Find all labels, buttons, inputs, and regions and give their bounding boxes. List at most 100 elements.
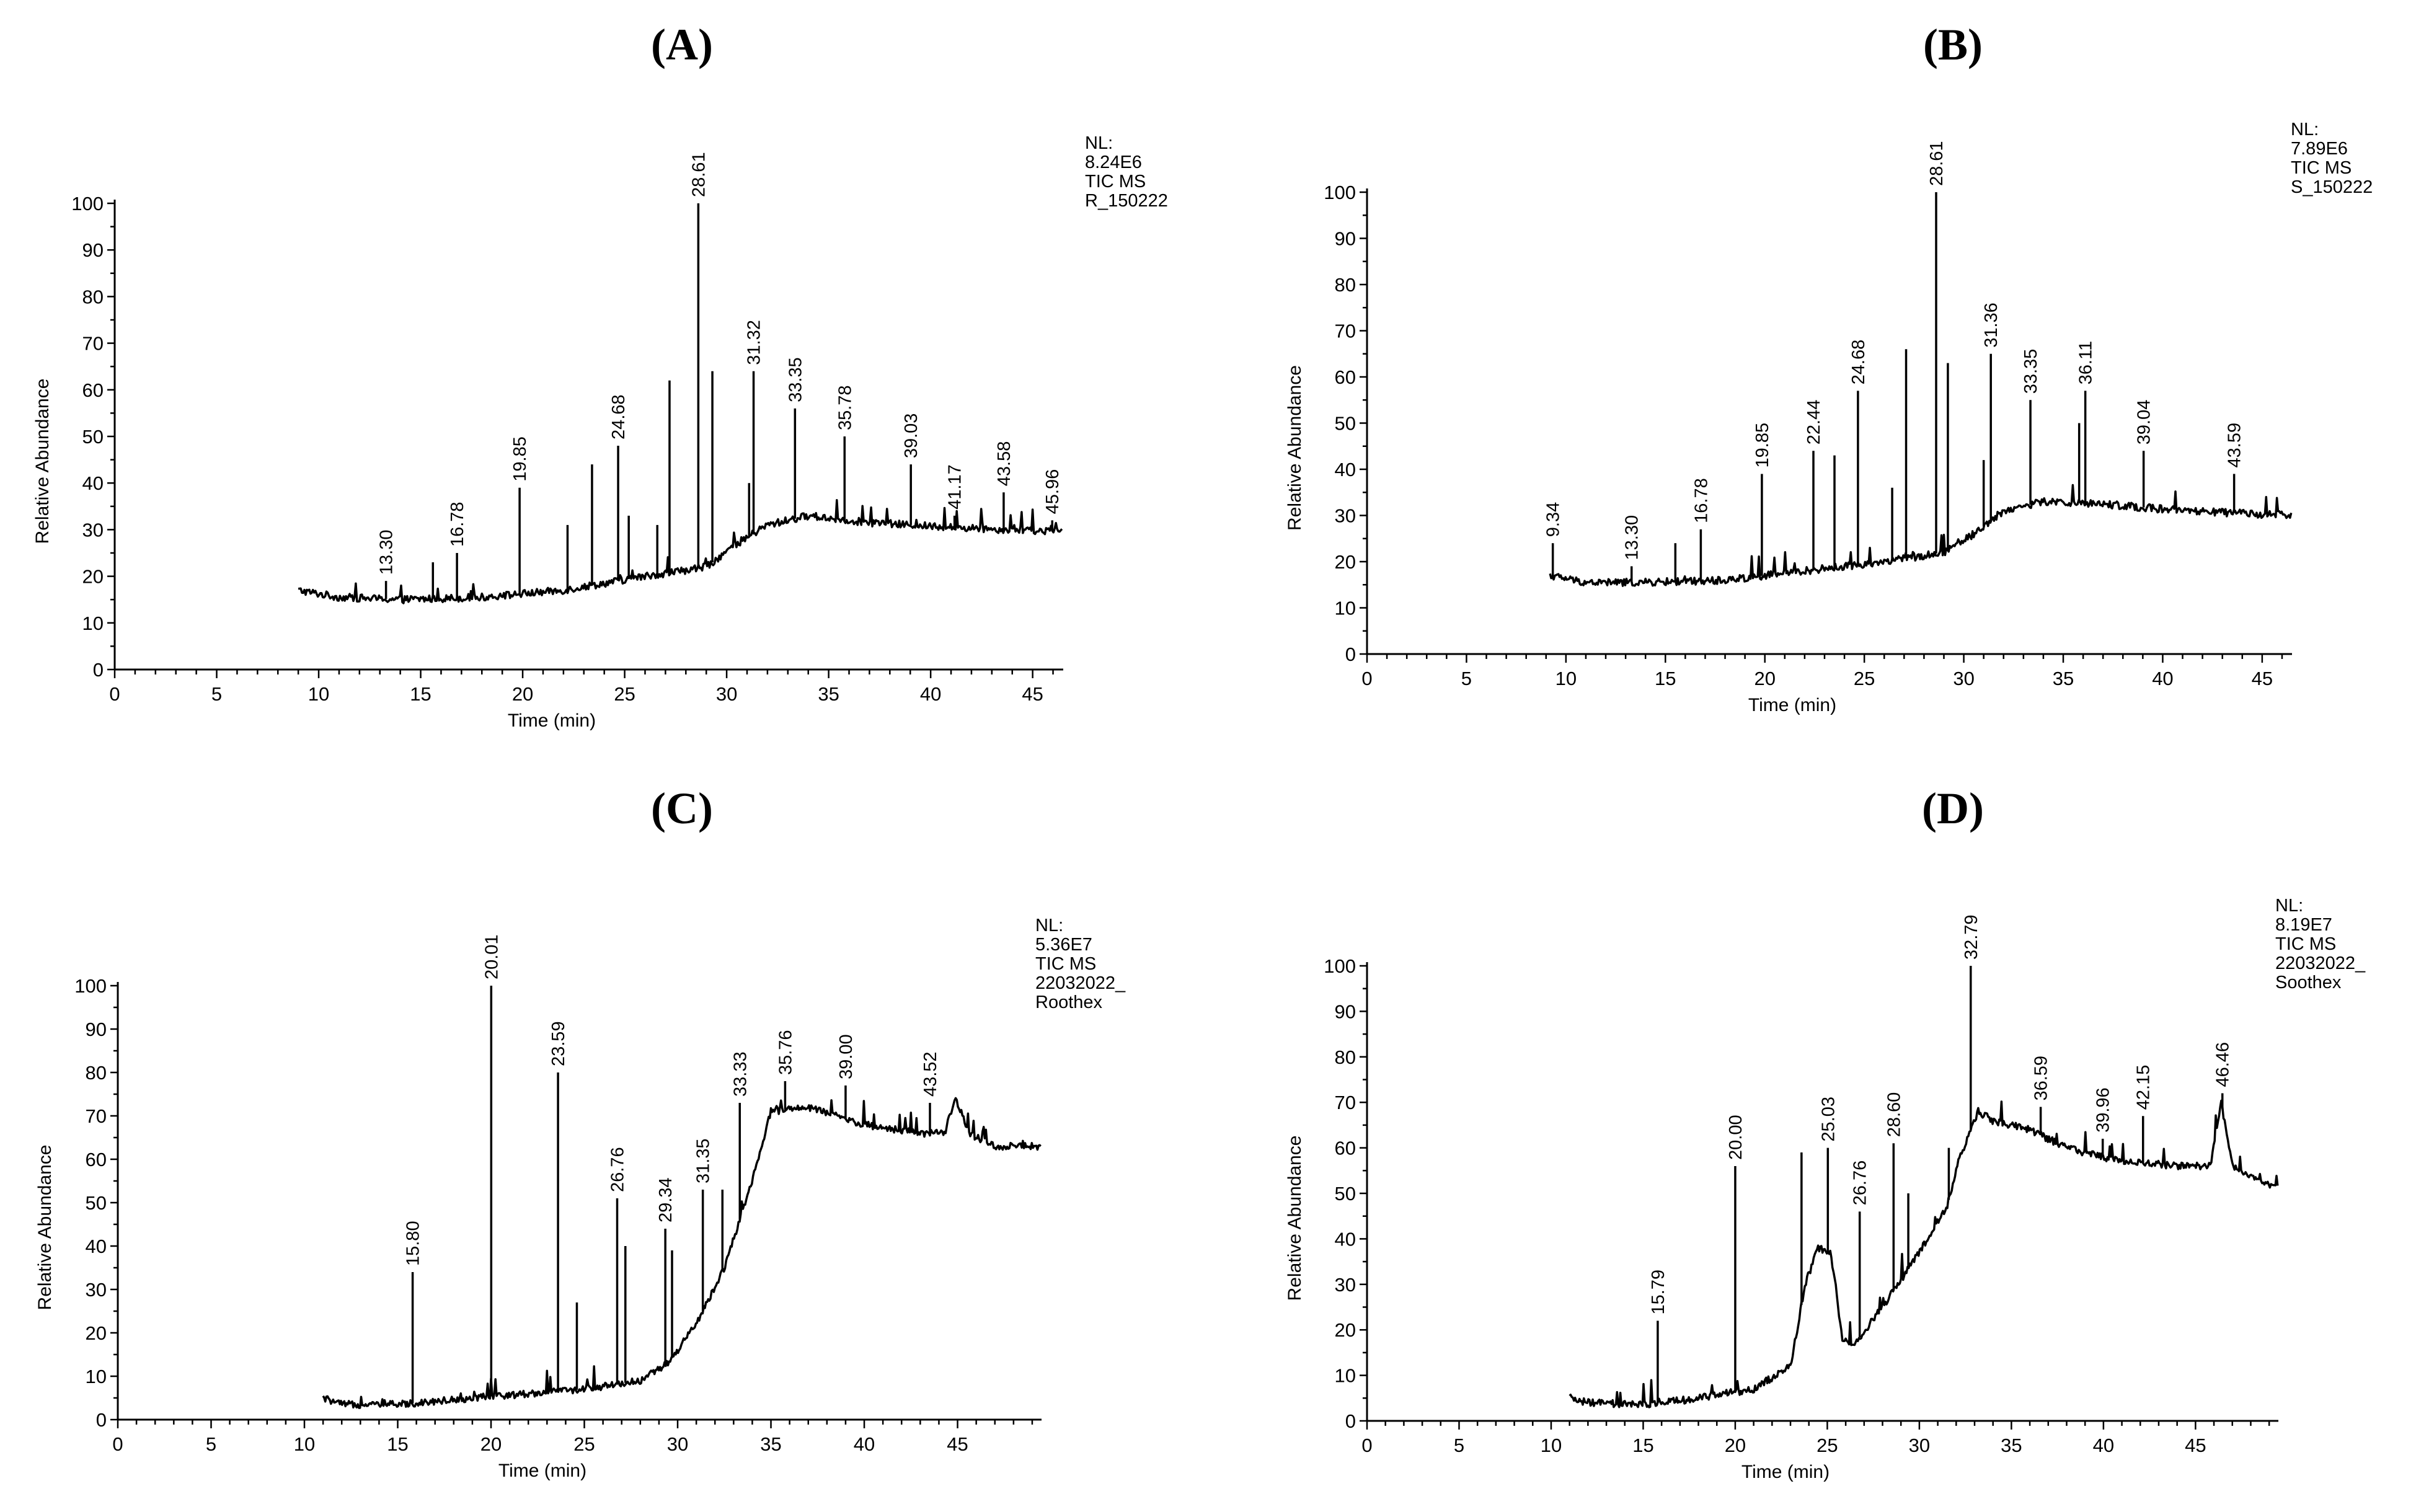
peak-label: 33.33 bbox=[730, 1051, 750, 1097]
x-tick-label: 40 bbox=[920, 683, 941, 705]
peak-label: 16.78 bbox=[1691, 478, 1711, 523]
y-tick-label: 90 bbox=[82, 239, 104, 261]
nl-info-line: 8.19E7 bbox=[2275, 915, 2332, 935]
chromatogram-trace bbox=[1549, 484, 2293, 587]
y-tick-label: 40 bbox=[82, 472, 104, 494]
y-tick-label: 80 bbox=[1335, 274, 1356, 296]
x-tick-label: 45 bbox=[947, 1433, 968, 1455]
peak-label: 46.46 bbox=[2213, 1042, 2233, 1087]
y-tick-label: 60 bbox=[1335, 366, 1356, 388]
x-axis-title: Time (min) bbox=[508, 710, 596, 731]
peak-label: 39.04 bbox=[2135, 400, 2154, 445]
y-tick-label: 10 bbox=[82, 612, 104, 634]
peak-label: 35.76 bbox=[776, 1030, 795, 1075]
x-tick-label: 20 bbox=[512, 683, 533, 705]
y-tick-label: 30 bbox=[86, 1279, 107, 1301]
y-tick-label: 100 bbox=[71, 193, 104, 214]
y-tick-label: 0 bbox=[93, 659, 104, 681]
x-tick-label: 15 bbox=[1655, 668, 1676, 689]
panel-label: (B) bbox=[1923, 20, 1983, 69]
peak-label: 45.96 bbox=[1043, 469, 1063, 515]
y-tick-label: 10 bbox=[86, 1366, 107, 1387]
panel-label: (D) bbox=[1922, 784, 1984, 833]
chromatogram-trace bbox=[298, 499, 1063, 604]
x-tick-label: 30 bbox=[667, 1433, 688, 1455]
panel-label: (C) bbox=[651, 784, 713, 833]
x-axis-title: Time (min) bbox=[1748, 695, 1836, 715]
nl-info-line: NL: bbox=[1085, 133, 1113, 153]
peak-label: 13.30 bbox=[377, 530, 397, 575]
peak-label: 35.78 bbox=[835, 385, 855, 430]
peak-label: 43.52 bbox=[921, 1051, 940, 1097]
chromatogram-trace bbox=[1569, 1099, 2279, 1408]
y-axis-title: Relative Abundance bbox=[35, 1145, 55, 1311]
x-tick-label: 35 bbox=[2001, 1435, 2022, 1456]
y-axis-title: Relative Abundance bbox=[1285, 1136, 1305, 1301]
y-tick-label: 30 bbox=[1335, 505, 1356, 527]
x-tick-label: 5 bbox=[206, 1433, 216, 1455]
y-tick-label: 40 bbox=[1335, 1228, 1356, 1250]
x-tick-label: 20 bbox=[1725, 1435, 1746, 1456]
nl-info-line: R_150222 bbox=[1085, 191, 1168, 211]
x-tick-label: 5 bbox=[211, 683, 222, 705]
peak-label: 36.59 bbox=[2032, 1056, 2051, 1101]
y-tick-label: 0 bbox=[96, 1409, 107, 1431]
x-tick-label: 0 bbox=[112, 1433, 123, 1455]
peak-label: 24.68 bbox=[1849, 340, 1869, 385]
y-tick-label: 20 bbox=[1335, 551, 1356, 573]
y-tick-label: 20 bbox=[82, 566, 104, 588]
x-tick-label: 0 bbox=[109, 683, 120, 705]
peak-label: 25.03 bbox=[1818, 1097, 1838, 1142]
y-tick-label: 50 bbox=[1335, 413, 1356, 435]
nl-info-line: TIC MS bbox=[1035, 954, 1096, 974]
y-tick-label: 50 bbox=[86, 1192, 107, 1214]
peak-label: 15.80 bbox=[404, 1221, 423, 1266]
y-tick-label: 50 bbox=[1335, 1183, 1356, 1205]
x-tick-label: 15 bbox=[410, 683, 431, 705]
x-tick-label: 40 bbox=[2093, 1435, 2114, 1456]
nl-info-line: 5.36E7 bbox=[1035, 935, 1092, 955]
x-tick-label: 40 bbox=[2152, 668, 2173, 689]
x-tick-label: 15 bbox=[387, 1433, 408, 1455]
peak-label: 39.00 bbox=[836, 1034, 856, 1079]
y-tick-label: 30 bbox=[1335, 1274, 1356, 1296]
x-tick-label: 30 bbox=[1953, 668, 1974, 689]
x-tick-label: 35 bbox=[818, 683, 839, 705]
peak-label: 20.00 bbox=[1726, 1115, 1746, 1160]
x-axis-title: Time (min) bbox=[1741, 1462, 1830, 1482]
peak-label: 19.85 bbox=[510, 436, 530, 482]
peak-label: 24.68 bbox=[609, 394, 629, 440]
peak-label: 28.60 bbox=[1884, 1092, 1904, 1138]
peak-label: 43.59 bbox=[2225, 423, 2245, 468]
x-tick-label: 10 bbox=[308, 683, 329, 705]
peak-label: 31.32 bbox=[745, 320, 764, 365]
x-tick-label: 25 bbox=[573, 1433, 595, 1455]
x-tick-label: 30 bbox=[716, 683, 737, 705]
peak-label: 32.79 bbox=[1962, 914, 1981, 960]
peak-label: 16.78 bbox=[448, 502, 467, 547]
nl-info-line: Soothex bbox=[2275, 973, 2342, 993]
peak-label: 28.61 bbox=[1927, 141, 1947, 186]
y-tick-label: 90 bbox=[1335, 228, 1356, 250]
nl-info-line: TIC MS bbox=[2291, 158, 2352, 178]
peak-label: 43.58 bbox=[994, 441, 1014, 487]
x-tick-label: 5 bbox=[1461, 668, 1472, 689]
peak-label: 23.59 bbox=[549, 1021, 569, 1066]
y-tick-label: 80 bbox=[82, 286, 104, 307]
y-axis-title: Relative Abundance bbox=[1285, 365, 1305, 531]
y-tick-label: 70 bbox=[1335, 321, 1356, 342]
y-tick-label: 60 bbox=[82, 379, 104, 401]
x-tick-label: 0 bbox=[1361, 668, 1372, 689]
x-tick-label: 25 bbox=[1816, 1435, 1838, 1456]
y-tick-label: 10 bbox=[1335, 1365, 1356, 1387]
x-tick-label: 25 bbox=[614, 683, 635, 705]
x-tick-label: 0 bbox=[1361, 1435, 1372, 1456]
y-tick-label: 90 bbox=[1335, 1001, 1356, 1022]
y-tick-label: 60 bbox=[1335, 1138, 1356, 1159]
x-tick-label: 35 bbox=[2053, 668, 2074, 689]
y-tick-label: 0 bbox=[1345, 1410, 1356, 1432]
